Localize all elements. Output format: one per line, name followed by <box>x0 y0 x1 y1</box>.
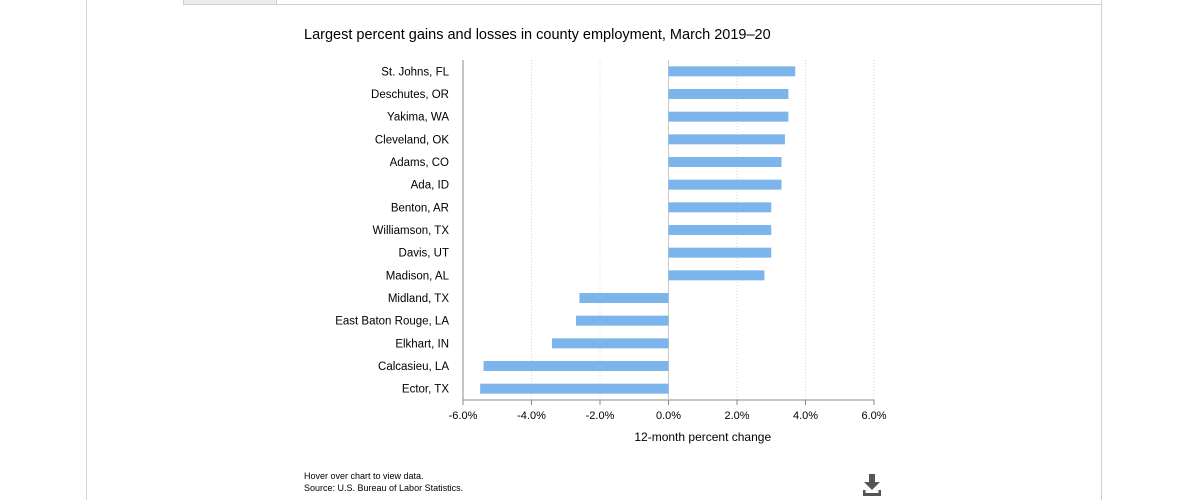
category-label: Yakima, WA <box>387 112 449 124</box>
bar[interactable] <box>668 179 782 190</box>
source-note: Source: U.S. Bureau of Labor Statistics. <box>304 483 464 493</box>
category-label: Midland, TX <box>388 293 449 305</box>
bar[interactable] <box>668 89 789 99</box>
x-tick-label: -2.0% <box>586 410 615 422</box>
category-label: Ector, TX <box>402 384 449 396</box>
category-label: Madison, AL <box>386 270 450 282</box>
x-tick-label: -6.0% <box>449 410 478 422</box>
category-label: Calcasieu, LA <box>378 361 449 373</box>
bar[interactable] <box>480 383 669 394</box>
chart-notes: Hover over chart to view data. Source: U… <box>304 470 463 494</box>
x-tick-label: -4.0% <box>517 410 546 422</box>
category-label: Davis, UT <box>399 248 449 260</box>
bar[interactable] <box>668 247 772 258</box>
category-label: Deschutes, OR <box>371 89 449 101</box>
category-label: St. Johns, FL <box>381 66 449 78</box>
category-label: Adams, CO <box>390 157 449 169</box>
category-label: East Baton Rouge, LA <box>335 316 449 328</box>
bar-chart[interactable]: -6.0% -4.0% -2.0% 0.0% 2.0% 4.0% 6.0% 12-month … <box>0 0 1192 470</box>
bar[interactable] <box>668 270 765 281</box>
category-label: Elkhart, IN <box>395 338 449 350</box>
category-label: Cleveland, OK <box>375 134 449 146</box>
x-tick-label: 2.0% <box>724 410 749 422</box>
chart-title: Largest percent gains and losses in coun… <box>304 27 771 43</box>
bar[interactable] <box>576 315 669 326</box>
chart-panel <box>183 4 1102 500</box>
download-icon <box>863 474 881 496</box>
bar[interactable] <box>668 134 785 145</box>
bar[interactable] <box>668 66 796 77</box>
x-tick-label: 6.0% <box>861 410 886 422</box>
category-label: Williamson, TX <box>373 225 450 237</box>
bar[interactable] <box>668 111 789 122</box>
bar[interactable] <box>579 293 669 303</box>
bar[interactable] <box>552 338 669 349</box>
x-tick-label: 0.0% <box>656 410 681 422</box>
bar[interactable] <box>483 361 669 371</box>
x-tick-label: 4.0% <box>793 410 818 422</box>
hover-note: Hover over chart to view data. <box>304 471 424 481</box>
category-label: Ada, ID <box>411 180 449 192</box>
download-button[interactable] <box>858 472 886 498</box>
category-label: Benton, AR <box>391 202 449 214</box>
bar[interactable] <box>668 225 772 235</box>
bar[interactable] <box>668 202 772 213</box>
bar[interactable] <box>668 157 782 167</box>
x-axis-title: 12-month percent change <box>634 430 771 444</box>
